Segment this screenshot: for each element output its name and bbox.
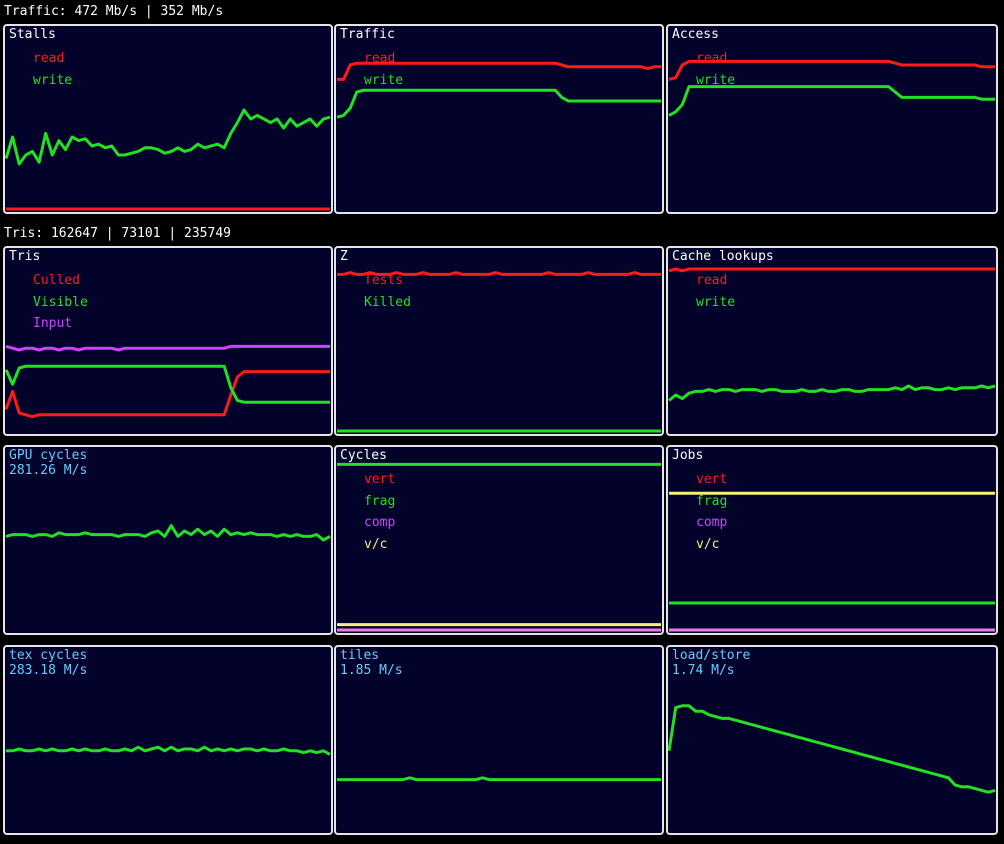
traffic-legend-write: write [364,72,404,88]
jobs-panel: Jobs vert frag comp v/c [666,445,998,635]
traffic-panel: Traffic read write [334,24,664,214]
access-legend: read write [696,48,735,91]
z-series-tests-line [337,271,661,276]
loadstore-panel: load/store 1.74 M/s [666,645,998,835]
access-plot [668,59,995,117]
traffic-legend-read: read [364,51,396,66]
cache-title: Cache lookups [672,249,774,264]
traffic-title: Traffic [340,27,395,42]
tris-series-culled-line [5,370,330,419]
cycles-panel: Cycles vert frag comp v/c [334,445,664,635]
z-legend-tests: Tests [364,273,404,288]
tris-series-visible-line [5,364,330,404]
traffic-series-read-line [337,61,661,81]
cycles-legend-frag: frag [364,493,396,509]
tiles-series-line-line [337,776,661,782]
jobs-legend: vert frag comp v/c [696,469,727,556]
jobs-legend-frag: frag [696,493,728,509]
access-legend-write: write [696,72,736,88]
cache-series-write-line [668,384,996,402]
cycles-legend-v-c: v/c [364,537,388,553]
access-panel: Access read write [666,24,998,214]
tex-plot [6,745,331,756]
stalls-legend-read: read [33,51,65,66]
tiles-plot [337,776,661,782]
cache-panel: Cache lookups read write [666,246,998,436]
gpu-plot [5,524,331,542]
cycles-plot [337,462,661,632]
cache-legend-write: write [696,294,736,310]
tris-legend: Culled Visible Input [33,270,88,335]
cache-plot [668,267,996,402]
jobs-legend-vert: vert [696,472,728,487]
tris-title: Tris [9,249,41,264]
tris-legend-culled: Culled [33,273,80,288]
cache-legend: read write [696,270,735,313]
stalls-series-write-line [5,108,331,166]
tris-series-input-line [5,344,330,352]
stalls-title: Stalls [9,27,56,42]
stalls-plot [5,108,331,211]
cycles-legend-comp: comp [364,515,396,531]
gpu-panel: GPU cycles 281.26 M/s [3,445,333,635]
gpu-rate: 281.26 M/s [9,463,88,478]
traffic-plot [336,61,661,119]
tex-panel: tex cycles 283.18 M/s [3,645,333,835]
loadstore-plot [668,704,996,794]
cycles-legend: vert frag comp v/c [364,469,395,556]
tris-header: Tris: 162647 | 73101 | 235749 [4,226,231,241]
traffic-legend: read write [364,48,403,91]
stalls-legend: read write [33,48,72,91]
cache-legend-read: read [696,273,728,288]
z-legend: Tests Killed [364,270,411,313]
tex-series-line-line [6,745,331,756]
tex-title: tex cycles [9,648,88,663]
traffic-header: Traffic: 472 Mb/s | 352 Mb/s [4,4,224,19]
tris-legend-input: Input [33,316,73,332]
jobs-plot [669,491,995,632]
stalls-legend-write: write [33,72,73,88]
z-plot [337,271,661,433]
jobs-title: Jobs [672,448,704,463]
jobs-legend-v-c: v/c [696,537,720,553]
tris-panel: Tris Culled Visible Input [3,246,333,436]
cache-series-read-line [668,267,995,273]
jobs-legend-comp: comp [696,515,728,531]
stalls-panel: Stalls read write [3,24,333,214]
tex-rate: 283.18 M/s [9,663,88,678]
tiles-panel: tiles 1.85 M/s [334,645,664,835]
access-title: Access [672,27,719,42]
gpu-title: GPU cycles [9,448,88,463]
z-legend-killed: Killed [364,294,411,310]
tris-legend-visible: Visible [33,294,88,310]
traffic-series-write-line [336,88,661,119]
gpu-series-line-line [5,524,331,542]
loadstore-title: load/store [672,648,751,663]
access-legend-read: read [696,51,728,66]
tris-plot [5,344,330,419]
z-panel: Z Tests Killed [334,246,664,436]
loadstore-rate: 1.74 M/s [672,663,735,678]
access-series-write-line [668,85,995,117]
cycles-legend-vert: vert [364,472,396,487]
loadstore-series-line-line [668,704,996,794]
tiles-title: tiles [340,648,380,663]
tiles-rate: 1.85 M/s [340,663,403,678]
z-title: Z [340,249,348,264]
cycles-title: Cycles [340,448,387,463]
access-series-read-line [668,59,995,81]
